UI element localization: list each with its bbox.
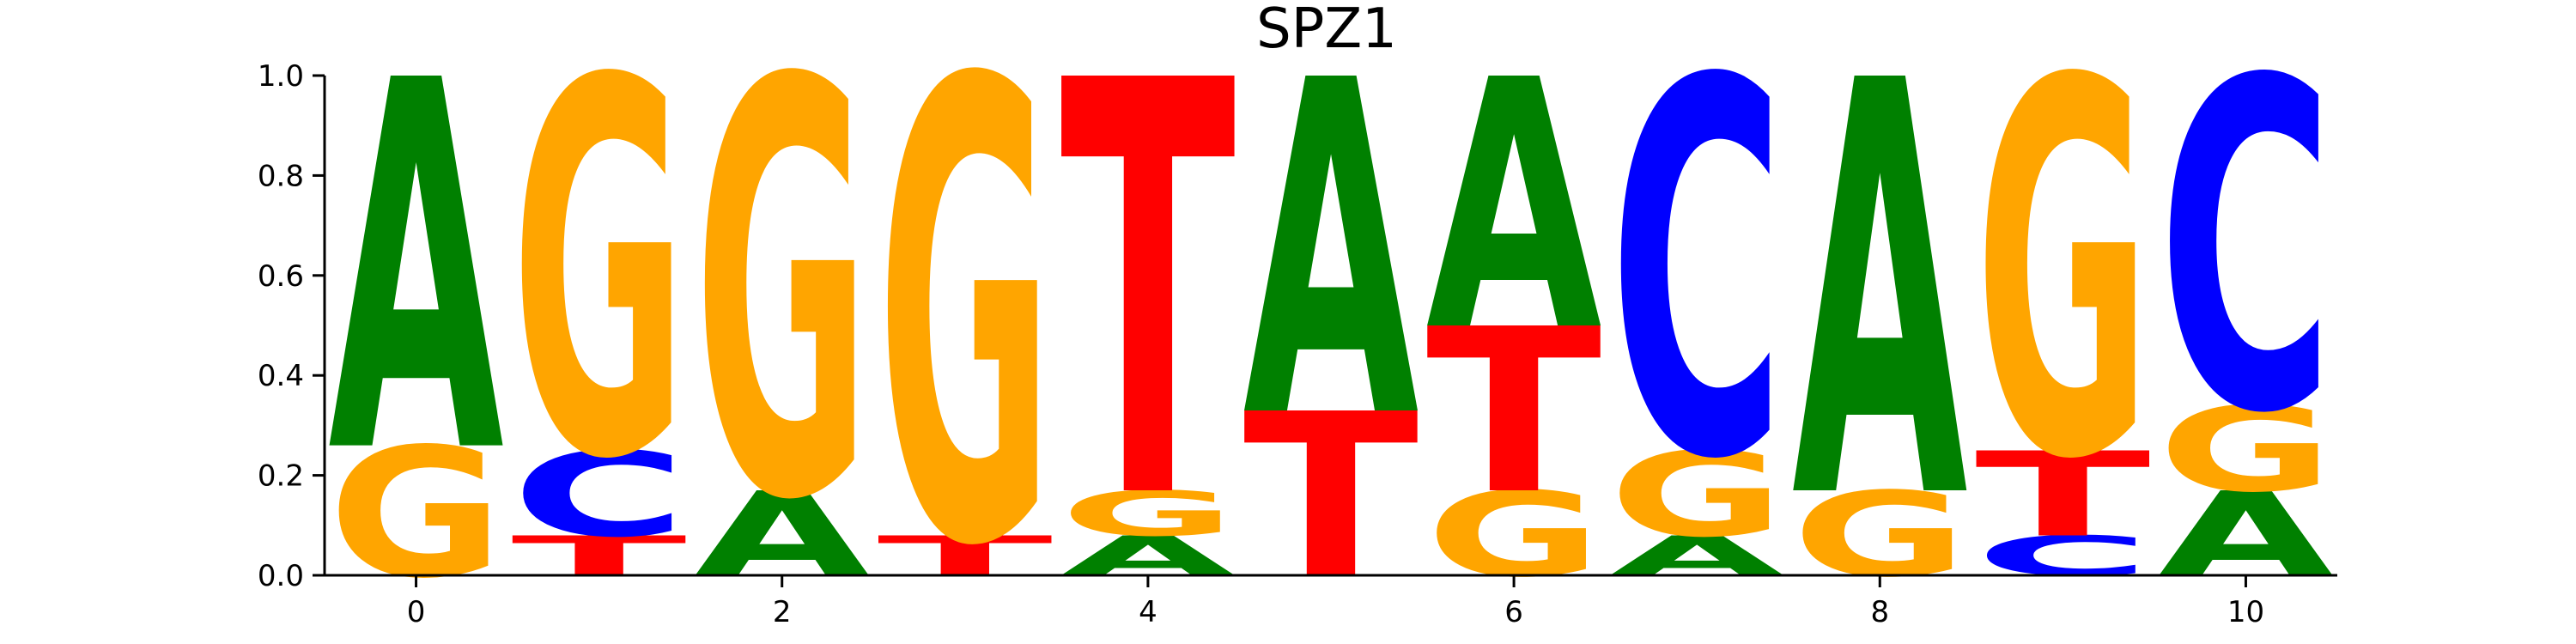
logo-letter-t-pos3: T [878, 525, 1054, 588]
logo-letter-g-pos1: G [511, 0, 687, 573]
logo-letter-a-pos5: A [1243, 0, 1420, 519]
logo-letter-c-pos10: C [2158, 0, 2334, 513]
y-tick-label: 0.6 [258, 259, 304, 294]
logo-letter-t-pos9: T [1975, 427, 2151, 562]
x-tick-label: 8 [1870, 595, 1889, 629]
logo-letter-g-pos4: G [1060, 478, 1236, 550]
y-tick-label: 0.8 [258, 159, 304, 193]
logo-letter-a-pos8: A [1792, 0, 1969, 624]
logo-letter-a-pos7: A [1609, 525, 1785, 588]
y-tick-label: 0.0 [258, 559, 304, 593]
x-tick-label: 2 [773, 595, 792, 629]
y-tick-label: 1.0 [258, 59, 304, 94]
axis-layer: 0.0 0.2 0.4 0.6 0.8 1.0 0 2 4 6 8 10 [258, 59, 2337, 629]
logo-letter-g-pos10: G [2158, 383, 2334, 519]
logo-letter-t-pos4: T [1060, 0, 1237, 625]
y-tick-label: 0.2 [258, 459, 304, 494]
x-tick-label: 0 [407, 595, 426, 629]
logo-letter-c-pos1: C [511, 428, 687, 563]
logo-letter-a-pos0: A [328, 0, 505, 565]
logo-letter-g-pos7: G [1609, 428, 1785, 563]
logo-letter-g-pos3: G [878, 0, 1054, 644]
x-tick-label: 10 [2227, 595, 2264, 629]
logo-letter-t-pos5: T [1243, 365, 1420, 629]
logo-letter-c-pos9: C [1975, 525, 2151, 589]
logo-letter-t-pos6: T [1426, 281, 1603, 544]
logo-letter-g-pos9: G [1975, 0, 2151, 573]
logo-letter-c-pos7: C [1609, 0, 1785, 573]
x-tick-label: 6 [1504, 595, 1523, 629]
x-tick-label: 4 [1139, 595, 1157, 629]
y-tick-label: 0.4 [258, 359, 304, 393]
logo-letter-a-pos6: A [1426, 8, 1603, 407]
logo-letter-g-pos2: G [694, 0, 870, 626]
chart-title: SPZ1 [1256, 0, 1397, 61]
logo-letter-t-pos1: T [511, 525, 687, 588]
